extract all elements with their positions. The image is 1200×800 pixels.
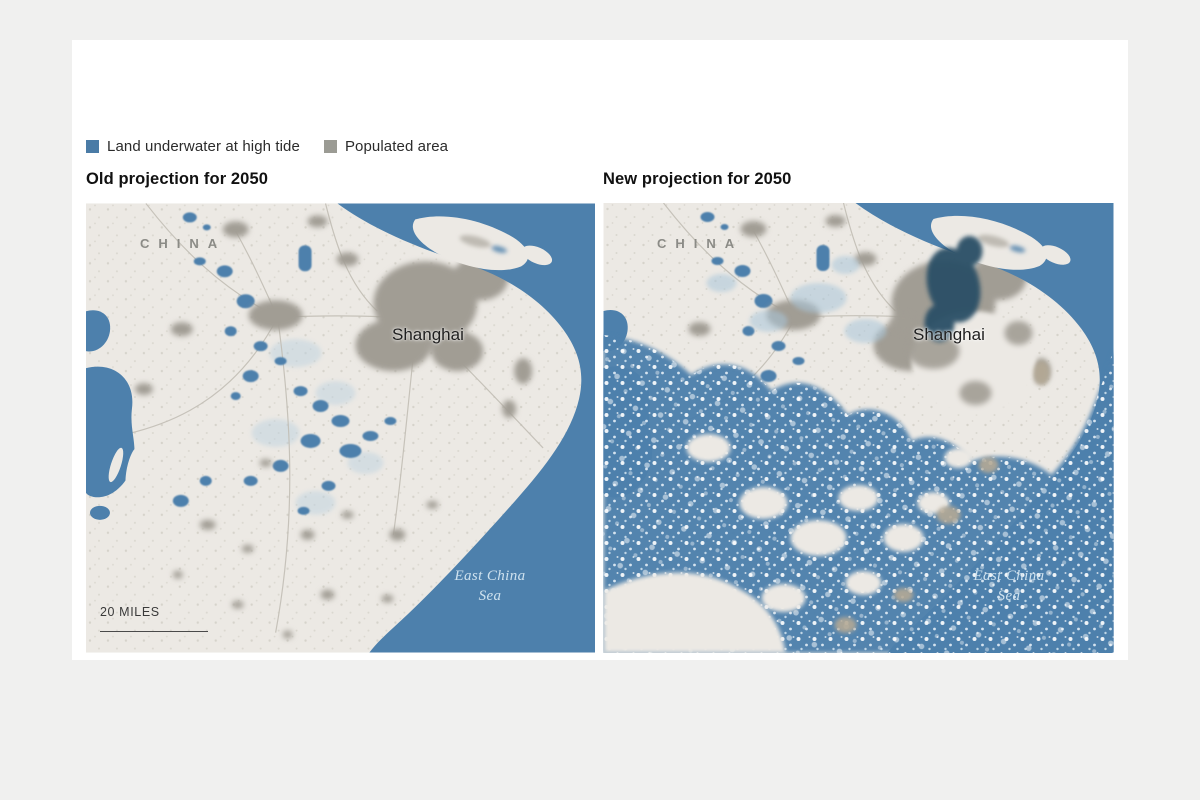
legend-item-underwater: Land underwater at high tide: [86, 138, 300, 155]
legend-underwater-label: Land underwater at high tide: [107, 138, 300, 155]
scale-bar-line: [100, 631, 208, 632]
new-map-sea-label: East China Sea: [973, 568, 1045, 604]
new-map-city-label: Shanghai: [913, 325, 985, 344]
new-map-country-label: CHINA: [657, 236, 744, 251]
figure-card: Land underwater at high tide Populated a…: [72, 40, 1128, 660]
new-projection-title: New projection for 2050: [603, 170, 792, 188]
legend-populated-label: Populated area: [344, 138, 449, 155]
new-projection-map-image: [603, 203, 1114, 653]
legend-item-populated: Populated area: [323, 138, 449, 155]
old-map-sea-label: East China Sea: [454, 568, 526, 604]
old-map-country-label: CHINA: [140, 236, 227, 251]
underwater-swatch-icon: [86, 140, 99, 153]
old-map-city-label: Shanghai: [392, 325, 464, 344]
legend: Land underwater at high tide Populated a…: [86, 138, 448, 155]
populated-swatch-icon: [323, 140, 337, 153]
old-projection-map: CHINA Shanghai East China Sea 20 MILES: [86, 203, 595, 653]
old-projection-map-image: [86, 203, 595, 653]
new-projection-map: CHINA Shanghai East China Sea: [603, 203, 1114, 653]
scale-bar-label: 20 MILES: [100, 605, 160, 619]
old-projection-title: Old projection for 2050: [86, 170, 269, 188]
